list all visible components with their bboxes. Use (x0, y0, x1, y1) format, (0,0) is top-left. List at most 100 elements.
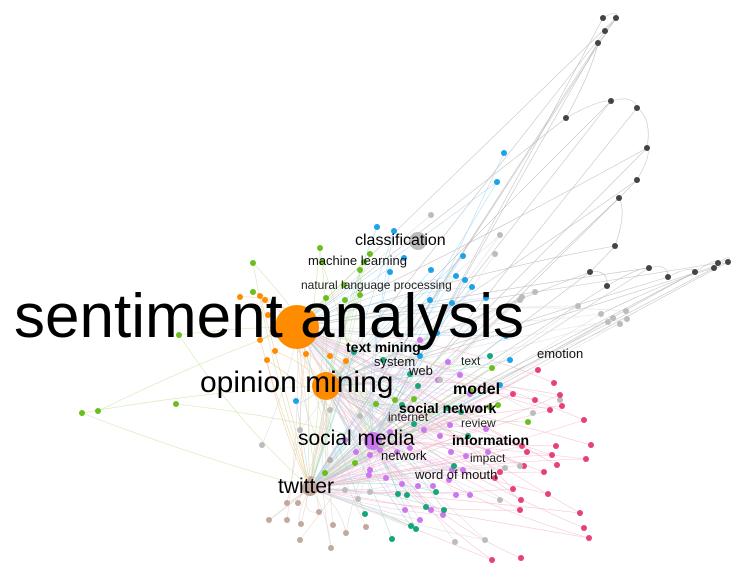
network-node (373, 401, 379, 407)
network-node (275, 305, 319, 349)
network-node (257, 337, 263, 343)
network-node (434, 330, 440, 336)
label-social-media: social media (298, 427, 415, 450)
network-node (487, 353, 493, 359)
network-node (487, 404, 493, 410)
network-edge (309, 487, 445, 511)
network-edge (309, 409, 481, 489)
network-node (427, 297, 433, 303)
network-edge (309, 313, 602, 489)
network-node (383, 475, 389, 481)
network-node (355, 496, 361, 502)
network-node (327, 407, 333, 413)
network-node (357, 267, 363, 273)
network-edge (325, 384, 480, 409)
network-node (471, 327, 477, 333)
network-node (342, 437, 348, 443)
network-edge (309, 465, 521, 489)
network-node (715, 260, 721, 266)
network-edge (296, 297, 487, 328)
network-node (265, 312, 271, 318)
network-node (482, 537, 488, 543)
network-node (725, 259, 731, 265)
network-node (387, 429, 393, 435)
network-edge (309, 351, 355, 489)
network-node (602, 28, 608, 34)
network-edge (309, 147, 648, 489)
network-node (312, 372, 340, 400)
network-node (430, 483, 436, 489)
network-node (617, 321, 623, 327)
network-edge (325, 385, 585, 529)
network-node (407, 445, 413, 451)
label-text: text (461, 354, 481, 368)
network-edge (296, 262, 719, 328)
network-edge (372, 393, 514, 442)
network-node (342, 487, 348, 493)
network-edge (372, 253, 496, 442)
network-node (547, 407, 553, 413)
network-node (250, 260, 256, 266)
network-node (458, 409, 464, 415)
network-edge (325, 255, 464, 387)
network-edge (325, 385, 501, 501)
network-node (497, 497, 503, 503)
network-node (237, 294, 243, 300)
network-node (433, 489, 439, 495)
network-node (362, 511, 368, 517)
network-node (367, 489, 373, 495)
network-edge (296, 286, 473, 328)
network-node (492, 475, 498, 481)
network-edge (565, 42, 599, 119)
network-edge (372, 440, 453, 471)
network-node (644, 145, 650, 151)
network-edge (309, 234, 501, 489)
network-node (445, 359, 451, 365)
network-node (353, 449, 359, 455)
network-edge (309, 467, 506, 489)
network-node (588, 442, 594, 448)
network-node (428, 267, 434, 273)
network-edge (296, 326, 534, 414)
network-node (460, 467, 466, 473)
network-node (441, 507, 447, 513)
network-node (467, 391, 473, 397)
label-machine-learning: machine learning (308, 253, 408, 268)
network-node (417, 353, 423, 359)
network-node (295, 500, 301, 506)
network-edge (325, 381, 561, 396)
network-edge (325, 385, 522, 501)
network-edge (325, 385, 491, 408)
network-edge (600, 267, 715, 315)
network-node (351, 349, 357, 355)
network-node (581, 525, 587, 531)
network-edge (309, 419, 391, 489)
network-node (297, 537, 303, 543)
network-node (394, 449, 400, 455)
network-edge (372, 323, 621, 442)
network-node (525, 419, 531, 425)
network-node (415, 483, 421, 489)
network-node (554, 462, 560, 468)
network-edge (372, 440, 590, 539)
network-node (634, 105, 640, 111)
network-node (448, 449, 454, 455)
network-node (518, 497, 524, 503)
network-edge (325, 321, 609, 387)
network-node (322, 470, 328, 476)
network-node (489, 365, 495, 371)
network-node (284, 517, 290, 523)
network-node (389, 536, 395, 542)
network-node (532, 397, 538, 403)
network-node (577, 510, 583, 516)
network-node (497, 232, 503, 238)
network-node (402, 507, 408, 513)
network-node (503, 333, 509, 339)
network-edge (372, 107, 638, 442)
network-edge (309, 451, 489, 489)
network-node (417, 517, 423, 523)
network-node (176, 332, 182, 338)
network-node (399, 481, 405, 487)
network-edge (296, 326, 421, 521)
network-node (415, 383, 421, 389)
